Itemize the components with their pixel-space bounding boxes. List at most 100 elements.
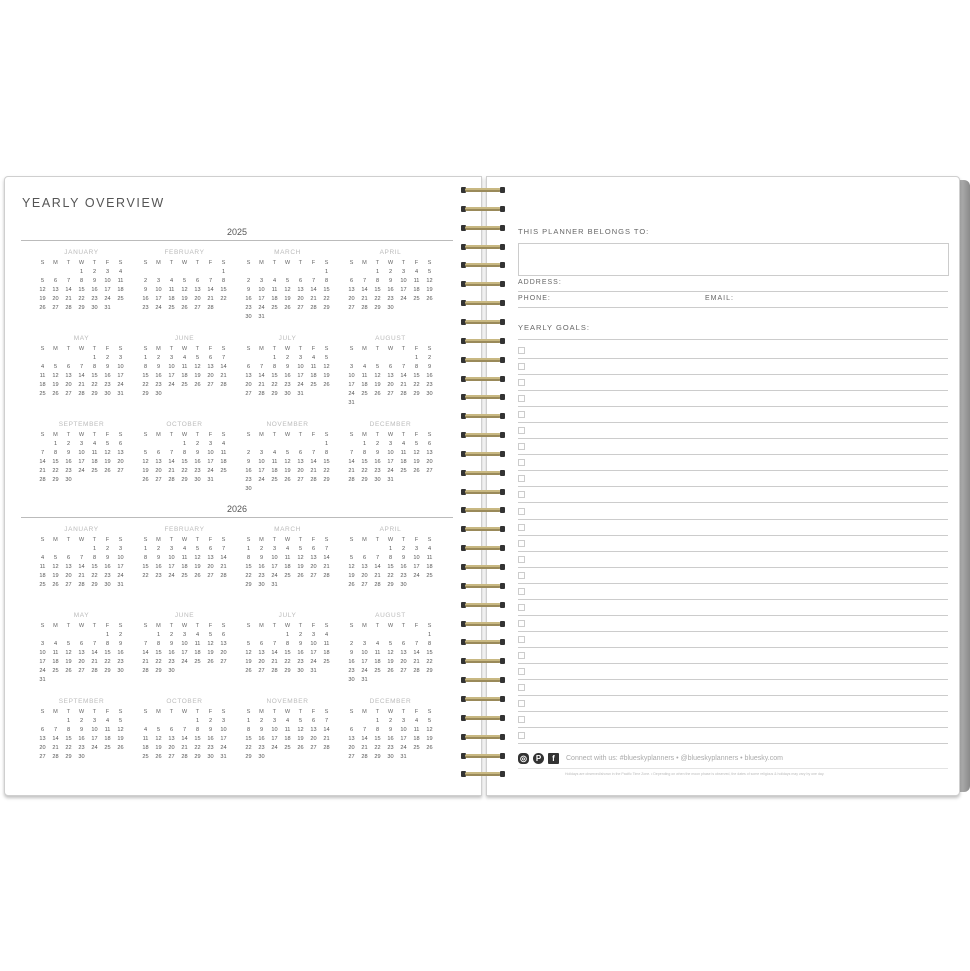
day-cell: 10 <box>271 555 278 561</box>
day-cell: 11 <box>194 641 201 647</box>
day-cell: 28 <box>65 305 72 311</box>
day-cell: 13 <box>297 459 304 465</box>
goal-line[interactable] <box>518 582 948 584</box>
goal-checkbox[interactable] <box>518 379 525 387</box>
weekday-header: F <box>105 537 110 543</box>
day-cell: 8 <box>375 278 380 284</box>
goal-line[interactable] <box>518 566 948 568</box>
day-cell: 1 <box>388 546 393 552</box>
day-cell: 1 <box>272 355 277 361</box>
day-cell: 29 <box>413 391 420 397</box>
day-cell: 20 <box>207 564 214 570</box>
ring-hole <box>461 432 466 439</box>
goal-line[interactable] <box>518 358 948 359</box>
empty-cell <box>371 632 384 641</box>
goal-checkbox[interactable] <box>518 475 525 483</box>
address-line[interactable] <box>518 291 948 292</box>
goal-checkbox[interactable] <box>518 603 525 611</box>
goal-line[interactable] <box>518 374 948 376</box>
goal-checkbox[interactable] <box>518 395 525 403</box>
weekday-header: T <box>195 537 200 543</box>
goal-line[interactable] <box>518 534 948 536</box>
day-cell: 27 <box>39 754 46 760</box>
day-cell: 26 <box>284 477 291 483</box>
ring-hole <box>461 545 466 552</box>
day-cell: 12 <box>323 364 330 370</box>
goal-line[interactable] <box>518 470 948 472</box>
goal-line[interactable] <box>518 518 948 520</box>
year-divider <box>21 517 453 518</box>
day-cell: 4 <box>195 632 200 638</box>
goal-line[interactable] <box>518 662 948 664</box>
goal-line[interactable] <box>518 502 948 504</box>
goal-checkbox[interactable] <box>518 587 525 595</box>
day-cell: 20 <box>117 459 124 465</box>
goal-line[interactable] <box>518 646 948 648</box>
day-cell: 4 <box>285 718 290 724</box>
day-cell: 10 <box>91 727 98 733</box>
goal-checkbox[interactable] <box>518 347 525 354</box>
owner-name-box[interactable] <box>518 243 949 276</box>
day-cell: 9 <box>143 287 148 293</box>
day-cell: 10 <box>400 278 407 284</box>
weekday-header: W <box>181 432 188 438</box>
month-calendar: APRIL S M T W T F S 1 2 3 4 5 6 7 8 9 10 11 12 13 14 15 16 17 18 1… <box>345 526 436 591</box>
goal-line[interactable] <box>518 454 948 456</box>
goal-line[interactable] <box>518 486 948 488</box>
weekday-header: W <box>387 432 394 438</box>
goal-line[interactable] <box>518 727 948 729</box>
goal-checkbox[interactable] <box>518 700 525 708</box>
day-cell: 2 <box>79 718 84 724</box>
goal-checkbox[interactable] <box>518 684 525 692</box>
goal-checkbox[interactable] <box>518 363 525 371</box>
goal-checkbox[interactable] <box>518 571 525 579</box>
goal-checkbox[interactable] <box>518 555 525 563</box>
day-cell: 30 <box>284 391 291 397</box>
phone-email-line[interactable] <box>518 307 948 308</box>
goal-checkbox[interactable] <box>518 427 525 435</box>
goal-checkbox[interactable] <box>518 619 525 627</box>
goal-checkbox[interactable] <box>518 411 525 419</box>
day-cell: 20 <box>39 745 46 751</box>
goal-line[interactable] <box>518 614 948 616</box>
day-cell: 6 <box>208 546 213 552</box>
goal-line[interactable] <box>518 598 948 600</box>
goal-checkbox[interactable] <box>518 523 525 531</box>
day-cell: 26 <box>65 668 72 674</box>
day-cell: 5 <box>208 632 213 638</box>
goal-checkbox[interactable] <box>518 539 525 547</box>
day-cell: 23 <box>104 573 111 579</box>
goal-checkbox[interactable] <box>518 459 525 467</box>
goal-checkbox[interactable] <box>518 507 525 515</box>
empty-cell <box>384 632 397 641</box>
goal-line[interactable] <box>518 711 948 713</box>
day-cell: 6 <box>208 355 213 361</box>
goal-line[interactable] <box>518 390 948 392</box>
goal-checkbox[interactable] <box>518 635 525 643</box>
goal-line[interactable] <box>518 695 948 697</box>
day-cell: 12 <box>426 727 433 733</box>
goal-checkbox[interactable] <box>518 491 525 499</box>
goal-checkbox[interactable] <box>518 732 525 740</box>
day-cell: 12 <box>117 727 124 733</box>
day-cell: 19 <box>207 650 214 656</box>
goal-line[interactable] <box>518 743 948 745</box>
goal-line[interactable] <box>518 630 948 632</box>
day-cell: 19 <box>155 745 162 751</box>
day-cell: 11 <box>181 555 188 561</box>
goal-checkbox[interactable] <box>518 668 525 675</box>
goal-checkbox[interactable] <box>518 651 525 659</box>
wire <box>465 527 501 532</box>
goal-checkbox[interactable] <box>518 443 525 451</box>
empty-cell <box>49 546 62 555</box>
goal-line[interactable] <box>518 422 948 424</box>
goal-line[interactable] <box>518 438 948 440</box>
weekday-header: S <box>118 709 123 715</box>
day-cell: 6 <box>401 641 406 647</box>
goal-line[interactable] <box>518 550 948 552</box>
goal-line[interactable] <box>518 679 948 680</box>
goal-checkbox[interactable] <box>518 716 525 724</box>
goal-line[interactable] <box>518 406 948 408</box>
day-cell: 10 <box>258 287 265 293</box>
day-cell: 6 <box>427 441 432 447</box>
